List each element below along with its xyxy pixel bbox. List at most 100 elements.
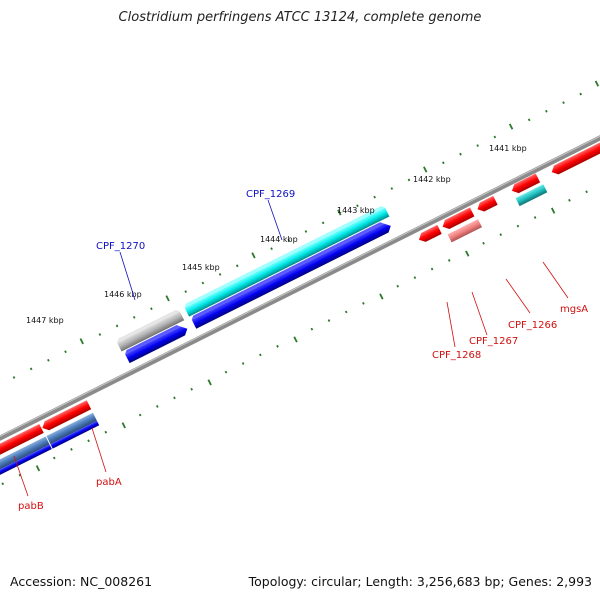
gene-arrow[interactable] xyxy=(191,221,393,329)
minor-tick xyxy=(138,413,142,417)
label-leader-cpf-1270 xyxy=(119,251,136,301)
accession-text: Accession: NC_008261 xyxy=(10,574,153,589)
feature-cpf-1270-gray[interactable] xyxy=(116,309,185,352)
label-leader-paba xyxy=(91,427,107,473)
minor-tick xyxy=(241,362,245,365)
feature-paba-steel[interactable] xyxy=(46,412,97,445)
minor-tick xyxy=(1,482,5,486)
minor-tick xyxy=(132,315,136,319)
gene-arrow[interactable] xyxy=(117,311,185,352)
gene-arrow[interactable] xyxy=(0,436,50,475)
feature-paba-blue[interactable] xyxy=(50,420,100,449)
minor-tick xyxy=(173,396,176,400)
major-tick xyxy=(379,293,384,300)
minor-tick xyxy=(568,198,571,202)
reverse-gene-labels: mgsA CPF_1266 CPF_1267 CPF_1268 pabA pab… xyxy=(13,261,588,512)
feature-cpf-1269-blue[interactable] xyxy=(190,219,393,329)
minor-tick xyxy=(201,281,205,285)
major-tick xyxy=(207,379,212,386)
gene-arrow[interactable] xyxy=(0,444,52,479)
minor-tick xyxy=(407,178,411,182)
major-tick xyxy=(465,250,470,257)
minor-tick xyxy=(190,387,193,391)
minor-tick xyxy=(270,247,273,251)
gene-arrow[interactable] xyxy=(440,207,475,231)
feature-mgsa-red[interactable] xyxy=(510,173,541,195)
feature-paba-red[interactable] xyxy=(40,400,92,432)
feature-cpf-1267[interactable] xyxy=(440,207,475,231)
feature-mgsa-teal[interactable] xyxy=(515,184,548,207)
feature-pabb-steel[interactable] xyxy=(0,436,50,475)
label-leader-cpf-1269 xyxy=(267,199,283,241)
feature-pabb-blue[interactable] xyxy=(0,444,52,479)
minor-tick xyxy=(156,405,159,408)
minor-tick xyxy=(516,224,520,228)
gene-arrow[interactable] xyxy=(417,224,442,244)
gene-arrow[interactable] xyxy=(447,219,483,243)
minor-tick xyxy=(430,267,434,271)
minor-tick xyxy=(184,290,188,293)
gene-label-mgsa[interactable]: mgsA xyxy=(560,304,588,315)
tick-track-outer xyxy=(12,80,600,379)
tick-labels: 1441 kbp 1442 kbp 1443 kbp 1444 kbp 1445… xyxy=(26,144,527,325)
gene-arrow[interactable] xyxy=(125,324,189,364)
minor-tick xyxy=(442,161,445,165)
major-tick xyxy=(337,209,342,216)
minor-tick xyxy=(499,233,503,237)
genome-backbone xyxy=(0,124,600,452)
major-tick xyxy=(121,422,126,429)
feature-cpf-1267-lightred[interactable] xyxy=(447,219,483,243)
gene-arrow[interactable] xyxy=(0,423,44,463)
gene-arrow[interactable] xyxy=(510,173,541,195)
minor-tick xyxy=(64,350,67,354)
minor-tick xyxy=(218,273,222,276)
major-tick xyxy=(550,207,556,214)
gene-label-cpf-1269[interactable]: CPF_1269 xyxy=(246,189,295,200)
feature-pabb-red[interactable] xyxy=(0,423,44,463)
gene-label-cpf-1270[interactable]: CPF_1270 xyxy=(96,241,145,252)
minor-tick xyxy=(104,430,108,434)
feature-cpf-1269-cyan[interactable] xyxy=(183,205,390,317)
gene-label-cpf-1267[interactable]: CPF_1267 xyxy=(469,336,518,347)
label-leader-mgsa xyxy=(542,261,569,299)
tick-label-1447: 1447 kbp xyxy=(26,316,64,325)
label-leader-cpf-1266 xyxy=(505,278,531,314)
gene-arrow-top xyxy=(117,309,180,343)
gene-arrow[interactable] xyxy=(515,184,548,207)
minor-tick xyxy=(562,101,565,105)
feature-cpf-1270-blue[interactable] xyxy=(124,322,190,364)
gene-arrow[interactable] xyxy=(50,420,100,449)
major-tick xyxy=(594,80,600,87)
minor-tick xyxy=(98,333,102,336)
tick-label-1444: 1444 kbp xyxy=(260,235,298,244)
gene-arrow[interactable] xyxy=(46,412,97,445)
forward-gene-labels: CPF_1269 CPF_1270 xyxy=(96,189,295,301)
feature-cpf-1266[interactable] xyxy=(475,195,498,214)
gene-label-cpf-1266[interactable]: CPF_1266 xyxy=(508,320,557,331)
minor-tick xyxy=(327,319,331,322)
minor-tick xyxy=(344,310,348,314)
feature-next-red[interactable] xyxy=(550,130,600,177)
label-leader-cpf-1268 xyxy=(446,301,456,348)
minor-tick xyxy=(287,238,291,242)
feature-cpf-1268[interactable] xyxy=(417,224,442,244)
gene-arrow[interactable] xyxy=(475,195,498,214)
gene-label-cpf-1268[interactable]: CPF_1268 xyxy=(432,350,481,361)
minor-tick xyxy=(115,324,119,328)
tick-label-1446: 1446 kbp xyxy=(104,290,142,299)
gene-arrow-top xyxy=(191,222,385,320)
gene-label-pabb[interactable]: pabB xyxy=(18,501,44,512)
gene-arrow[interactable] xyxy=(184,207,390,317)
minor-tick xyxy=(52,456,56,460)
genome-backbone-highlight xyxy=(0,125,600,449)
major-tick xyxy=(251,252,256,259)
minor-tick xyxy=(447,259,451,262)
gene-arrow[interactable] xyxy=(550,130,600,177)
major-tick xyxy=(165,295,170,302)
gene-arrow[interactable] xyxy=(40,400,92,432)
minor-tick xyxy=(362,301,365,305)
gene-label-paba[interactable]: pabA xyxy=(96,477,122,488)
gene-arrow-top xyxy=(125,325,181,355)
minor-tick xyxy=(396,284,400,288)
